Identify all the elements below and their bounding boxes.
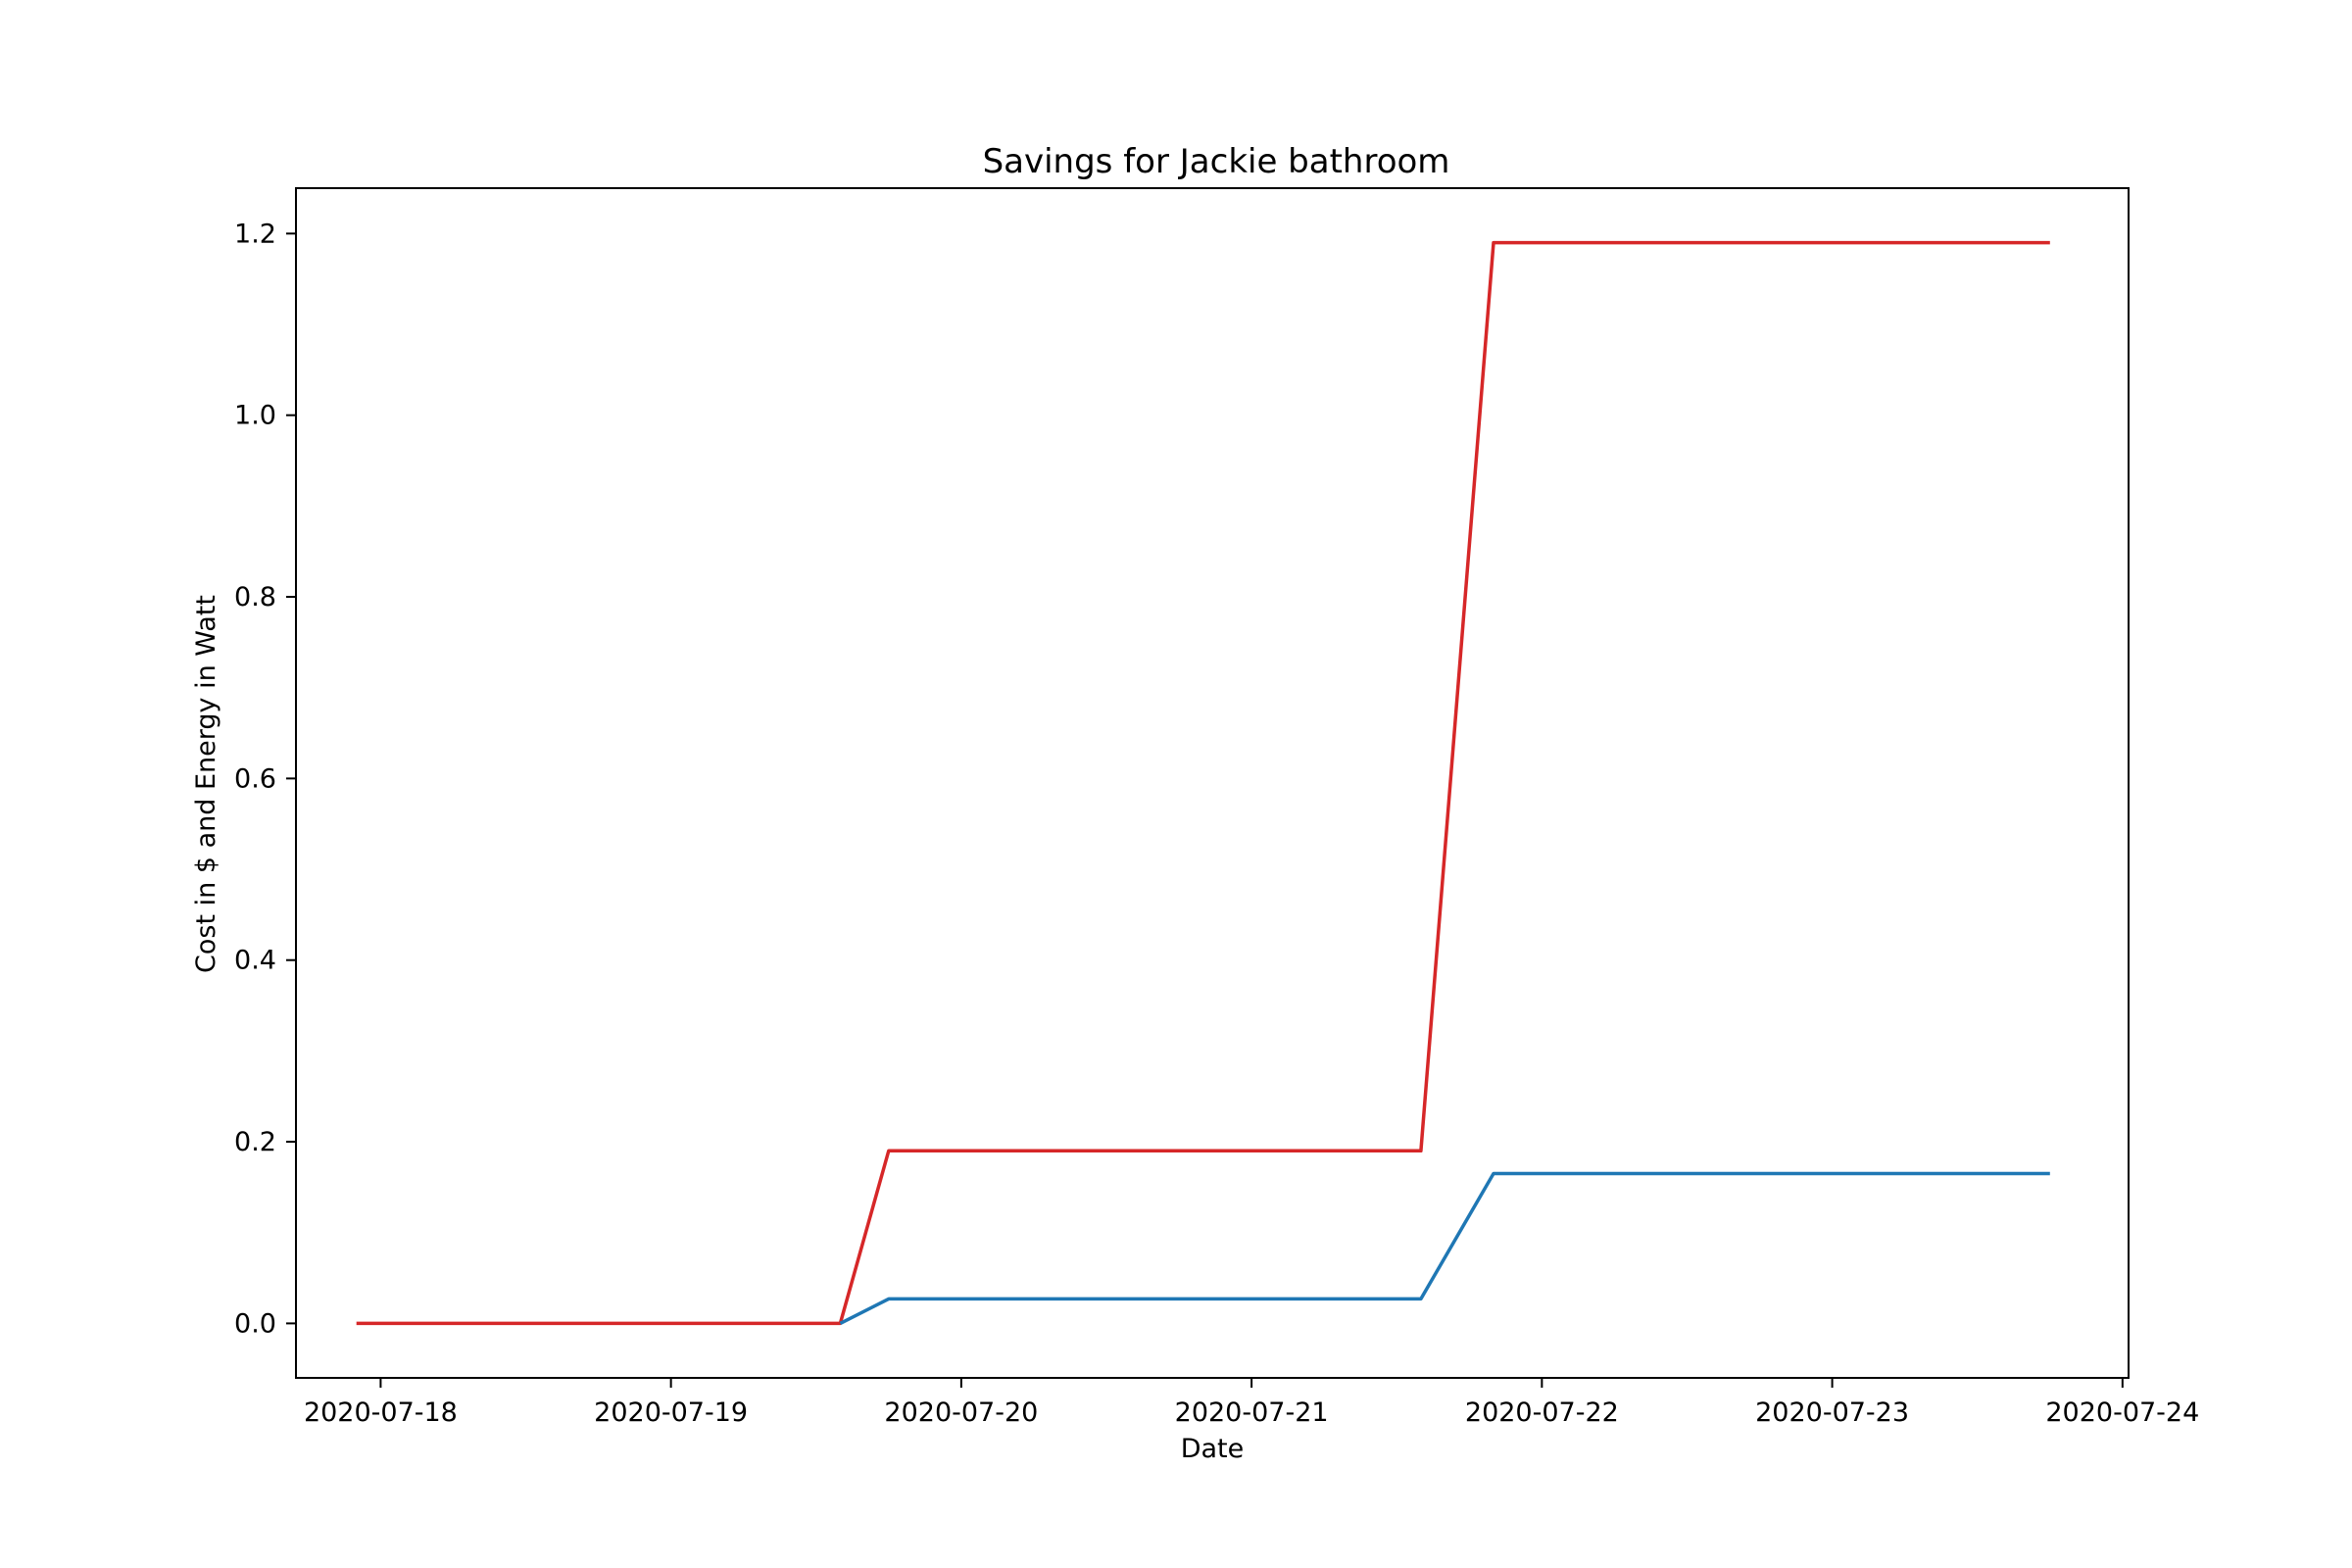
x-axis-ticks: 2020-07-18 2020-07-19 2020-07-20 2020-07-21…: [304, 1378, 2199, 1428]
series-line-1: [356, 240, 2050, 1326]
y-axis-label: Cost in $ and Energy in Watt: [191, 595, 221, 973]
series-layer: [356, 240, 2050, 1326]
x-axis-label: Date: [1181, 1434, 1245, 1464]
y-tick-label: 0.0: [234, 1308, 276, 1339]
y-axis-ticks: 0.0 0.2 0.4 0.6 0.8 1.0 1.2: [234, 219, 296, 1339]
plot-frame: [295, 187, 2130, 1379]
y-tick-label: 0.2: [234, 1127, 276, 1157]
x-tick-label: 2020-07-20: [884, 1397, 1038, 1428]
series-line-2: [839, 1171, 2050, 1325]
chart-title: Savings for Jackie bathroom: [983, 142, 1450, 181]
y-tick-label: 0.6: [234, 763, 276, 794]
y-tick-label: 1.2: [234, 219, 276, 249]
y-tick-label: 0.8: [234, 582, 276, 612]
y-tick-label: 1.0: [234, 401, 276, 431]
plot-area: [296, 188, 2129, 1378]
x-tick-label: 2020-07-23: [1755, 1397, 1909, 1428]
x-tick-label: 2020-07-18: [304, 1397, 458, 1428]
y-tick-label: 0.4: [234, 946, 276, 976]
x-tick-label: 2020-07-19: [594, 1397, 748, 1428]
x-tick-label: 2020-07-24: [2045, 1397, 2199, 1428]
x-tick-label: 2020-07-22: [1465, 1397, 1619, 1428]
x-tick-label: 2020-07-21: [1175, 1397, 1329, 1428]
